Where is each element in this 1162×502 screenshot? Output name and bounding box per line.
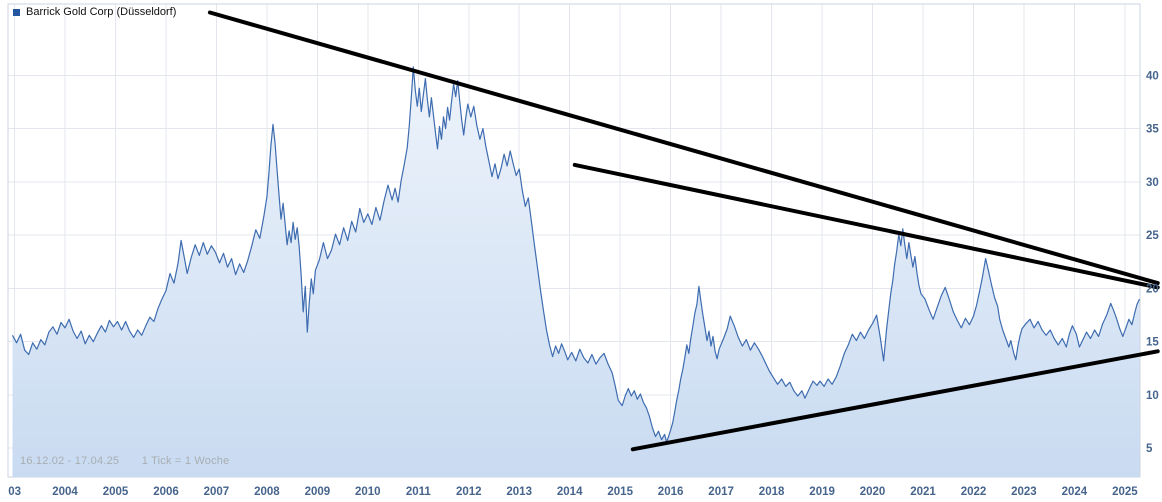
x-tick-label: 2018 (759, 486, 785, 498)
x-tick-label: 2016 (658, 486, 684, 498)
legend-label: Barrick Gold Corp (Düsseldorf) (26, 6, 177, 18)
x-tick-label: 2004 (52, 486, 78, 498)
y-tick-label: 5 (1146, 443, 1153, 455)
x-tick-label: 2020 (860, 486, 886, 498)
y-axis-labels: 5 10 15 20 25 30 35 40 (1146, 70, 1159, 455)
x-tick-label: 2019 (809, 486, 835, 498)
price-line (11, 66, 1141, 443)
trendline-lower-resistance[interactable] (572, 162, 1160, 290)
y-tick-label: 35 (1146, 124, 1159, 136)
y-tick-label: 20 (1146, 283, 1159, 295)
x-tick-label: 2008 (254, 486, 280, 498)
x-tick-label: 2006 (153, 486, 179, 498)
x-tick-label: 2013 (506, 486, 532, 498)
price-area (12, 66, 1140, 478)
y-tick-label: 10 (1146, 390, 1159, 402)
x-tick-label: 2023 (1011, 486, 1037, 498)
x-tick-label: 2011 (406, 486, 432, 498)
x-tick-label: 2017 (708, 486, 734, 498)
x-tick-label: 2009 (305, 486, 331, 498)
series-marker-icon (13, 8, 20, 16)
chart-info: 16.12.02 - 17.04.25 1 Tick = 1 Woche (20, 455, 229, 467)
x-tick-label: 2015 (607, 486, 633, 498)
x-tick-label: 2024 (1062, 486, 1088, 498)
trendline-upper-resistance[interactable] (207, 10, 1160, 286)
x-tick-label: 03 (8, 486, 21, 498)
x-tick-label: 2012 (456, 486, 482, 498)
y-tick-label: 25 (1146, 230, 1159, 242)
x-axis-labels: 03 2004 2005 2006 2007 2008 2009 2010 2011 2012 20… (8, 486, 1138, 498)
legend[interactable]: Barrick Gold Corp (Düsseldorf) (13, 6, 176, 18)
x-tick-label: 2010 (355, 486, 381, 498)
tick-interval-label: 1 Tick = 1 Woche (141, 455, 230, 467)
y-tick-label: 30 (1146, 177, 1159, 189)
x-tick-label: 2007 (204, 486, 230, 498)
y-tick-label: 40 (1146, 70, 1159, 82)
x-tick-label: 2021 (910, 486, 936, 498)
date-range-label: 16.12.02 - 17.04.25 (20, 455, 120, 467)
x-tick-label: 2005 (103, 486, 129, 498)
x-tick-label: 2025 (1112, 486, 1138, 498)
x-tick-label: 2022 (961, 486, 987, 498)
y-tick-label: 15 (1146, 337, 1159, 349)
x-tick-label: 2014 (557, 486, 583, 498)
trendline-rising-support[interactable] (630, 349, 1160, 452)
